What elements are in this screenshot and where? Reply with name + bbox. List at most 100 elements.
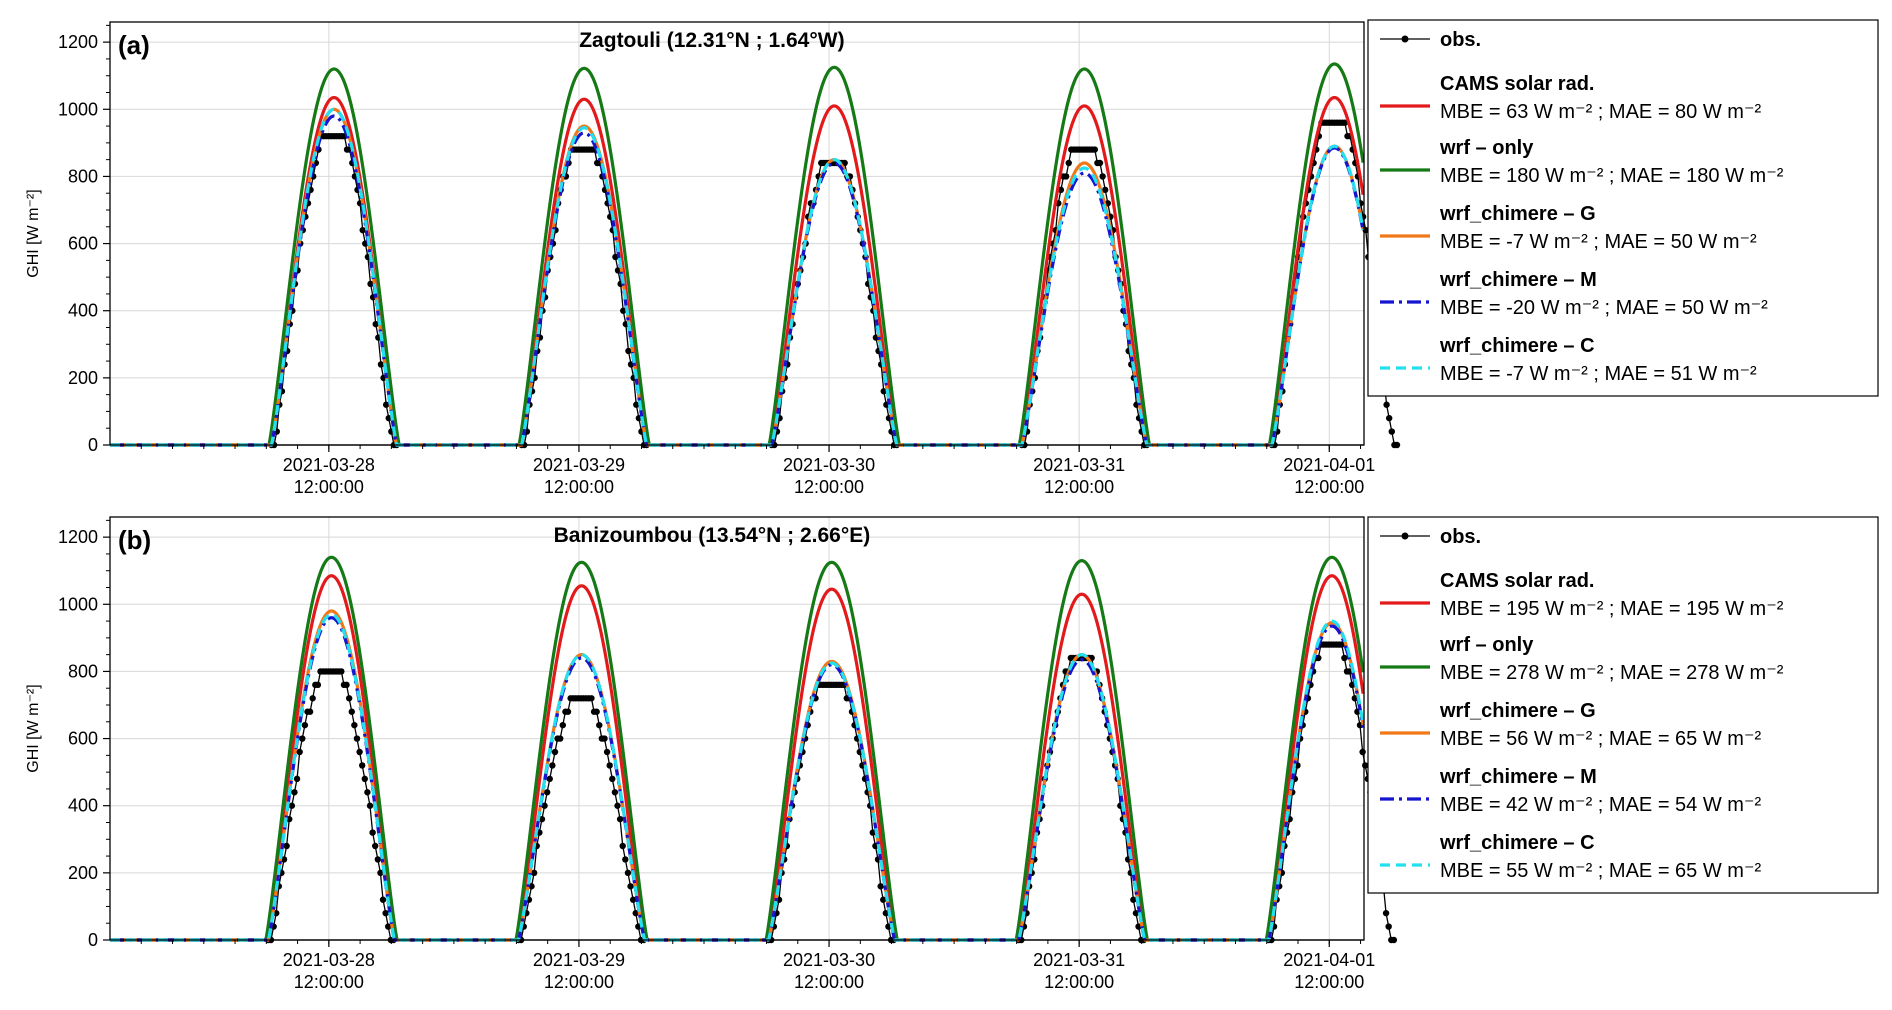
y-tick-label: 600: [68, 729, 98, 749]
obs-point: [1351, 695, 1358, 702]
obs-point: [385, 923, 392, 930]
legend-series-name: wrf_chimere – C: [1439, 335, 1595, 357]
x-tick-date: 2021-04-01: [1283, 455, 1375, 475]
legend-series-metrics: MBE = -7 W m⁻² ; MAE = 51 W m⁻²: [1440, 363, 1757, 385]
legend-series-metrics: MBE = 195 W m⁻² ; MAE = 195 W m⁻²: [1440, 598, 1784, 620]
legend-entry-obs: obs.: [1380, 526, 1481, 548]
obs-point: [299, 735, 306, 742]
obs-point: [633, 401, 640, 408]
obs-point: [1099, 173, 1106, 180]
obs-point: [611, 789, 619, 796]
obs-point: [372, 320, 379, 328]
obs-point: [1359, 748, 1366, 756]
x-tick-time: 12:00:00: [1044, 477, 1114, 497]
y-tick-label: 1200: [58, 527, 98, 547]
panel-zagtouli: 0200400600800100012002021-03-2812:00:002…: [25, 19, 1879, 497]
x-tick-date: 2021-03-31: [1033, 455, 1125, 475]
obs-point: [603, 748, 611, 756]
obs-point: [556, 735, 564, 742]
obs-point: [564, 708, 572, 715]
obs-point: [882, 909, 890, 917]
obs-point: [877, 883, 884, 890]
legend-series-metrics: MBE = 63 W m⁻² ; MAE = 80 W m⁻²: [1440, 101, 1762, 123]
y-tick-label: 1000: [58, 594, 98, 614]
legend-series-name: obs.: [1440, 29, 1481, 51]
x-tick-time: 12:00:00: [294, 972, 364, 992]
obs-point: [382, 909, 389, 917]
obs-point: [880, 388, 887, 395]
obs-point: [622, 856, 629, 863]
legend: obs. CAMS solar rad. MBE = 195 W m⁻² ; MAE…: [1367, 516, 1879, 894]
obs-point: [372, 842, 379, 850]
obs-point: [1091, 146, 1098, 153]
obs-point: [1390, 936, 1398, 944]
obs-point: [541, 802, 548, 809]
obs-point: [625, 347, 632, 355]
y-tick-label: 600: [68, 234, 98, 254]
x-tick-time: 12:00:00: [1294, 477, 1364, 497]
x-tick-date: 2021-03-30: [783, 455, 875, 475]
obs-point: [379, 896, 387, 903]
obs-point: [606, 762, 613, 769]
obs-point: [596, 721, 603, 729]
legend-box: [1367, 516, 1879, 894]
obs-point: [609, 775, 616, 783]
obs-point: [306, 708, 314, 715]
obs-point: [358, 762, 366, 769]
obs-point: [880, 896, 887, 903]
obs-point: [382, 401, 390, 408]
legend-series-metrics: MBE = 180 W m⁻² ; MAE = 180 W m⁻²: [1440, 165, 1784, 187]
x-tick-date: 2021-04-01: [1283, 950, 1375, 970]
y-tick-label: 200: [68, 368, 98, 388]
obs-point: [351, 721, 358, 729]
y-tick-label: 400: [68, 796, 98, 816]
panel-banizoumbou: 0200400600800100012002021-03-2812:00:002…: [25, 516, 1879, 992]
y-tick-label: 1000: [58, 99, 98, 119]
legend-series-metrics: MBE = 42 W m⁻² ; MAE = 54 W m⁻²: [1440, 794, 1762, 816]
legend-entry-wrf_chimere_C: wrf_chimere – C MBE = -7 W m⁻² ; MAE = 51…: [1380, 335, 1757, 385]
legend-series-name: wrf_chimere – G: [1439, 203, 1596, 225]
x-tick-date: 2021-03-31: [1033, 950, 1125, 970]
legend-series-name: obs.: [1440, 526, 1481, 548]
obs-point: [1341, 119, 1349, 126]
x-tick-time: 12:00:00: [544, 972, 614, 992]
obs-point: [1062, 173, 1070, 180]
legend-series-metrics: MBE = 278 W m⁻² ; MAE = 278 W m⁻²: [1440, 662, 1784, 684]
y-tick-label: 400: [68, 301, 98, 321]
obs-point: [345, 695, 353, 702]
obs-point: [1383, 401, 1390, 408]
obs-point: [353, 735, 361, 742]
obs-point: [551, 748, 559, 756]
obs-point: [366, 802, 374, 809]
legend-series-name: wrf_chimere – G: [1439, 700, 1596, 722]
legend-entry-wrf_only: wrf – only MBE = 278 W m⁻² ; MAE = 278 W …: [1380, 634, 1784, 684]
obs-point: [296, 748, 303, 756]
obs-point: [377, 361, 385, 368]
x-tick-date: 2021-03-28: [283, 455, 375, 475]
obs-point: [343, 681, 350, 689]
obs-point: [1385, 923, 1392, 930]
legend: obs. CAMS solar rad. MBE = 63 W m⁻² ; MAE …: [1367, 19, 1879, 397]
x-tick-time: 12:00:00: [1044, 972, 1114, 992]
obs-point: [293, 775, 301, 783]
y-tick-label: 1200: [58, 32, 98, 52]
obs-point: [546, 775, 553, 783]
obs-point: [627, 883, 634, 890]
obs-point: [1385, 414, 1393, 422]
legend-series-name: wrf – only: [1439, 137, 1534, 159]
obs-point: [309, 695, 316, 702]
y-tick-label: 0: [88, 930, 98, 950]
obs-point: [616, 815, 624, 823]
legend-entry-wrf_only: wrf – only MBE = 180 W m⁻² ; MAE = 180 W …: [1380, 137, 1784, 187]
legend-entry-wrf_chimere_G: wrf_chimere – G MBE = 56 W m⁻² ; MAE = 65…: [1380, 700, 1762, 750]
obs-point: [559, 721, 566, 729]
panel-label: (a): [118, 30, 150, 60]
obs-point: [1388, 428, 1395, 435]
obs-point: [1130, 896, 1137, 903]
obs-point: [549, 762, 556, 769]
obs-point: [356, 748, 363, 756]
obs-point: [338, 668, 345, 675]
legend-swatch-dot: [1401, 35, 1409, 43]
obs-point: [629, 896, 637, 903]
obs-point: [288, 802, 296, 809]
